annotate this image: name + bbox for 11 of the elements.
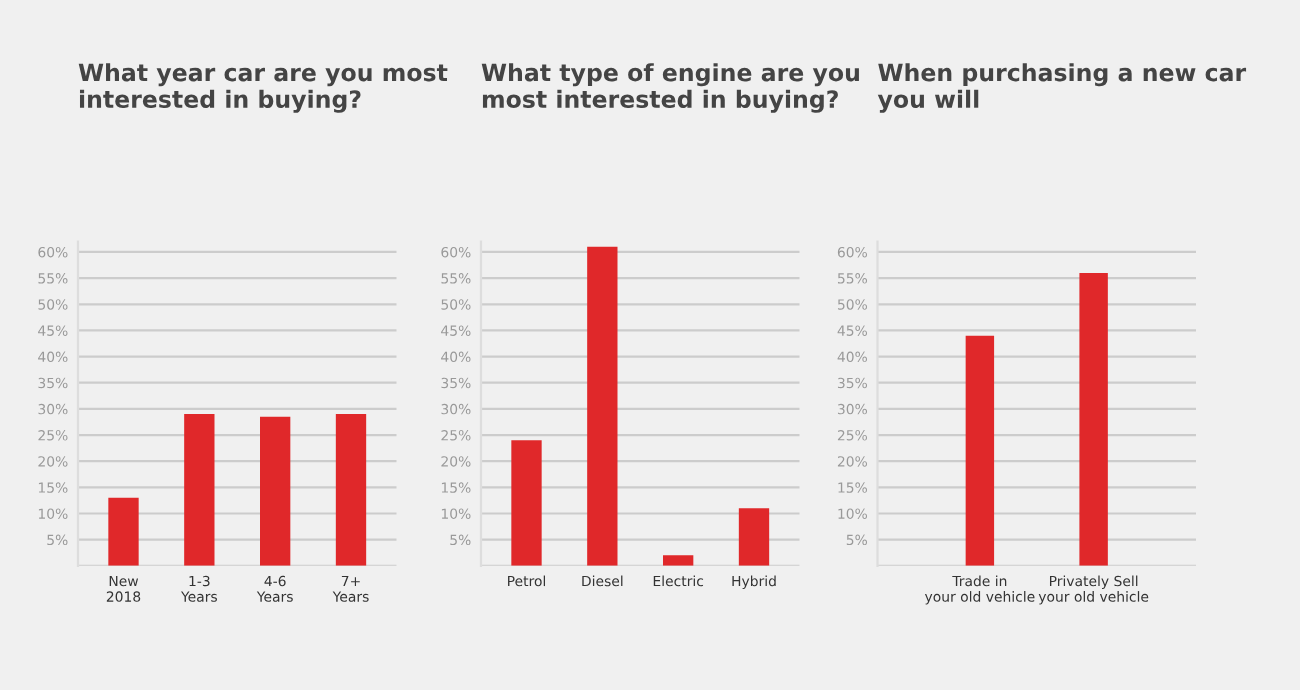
chart-title: When purchasing a new car you will [877, 63, 1247, 113]
bar [511, 440, 542, 566]
bar [260, 416, 291, 566]
bar [184, 414, 215, 566]
chart-title: What type of engine are you most interested in buying? [481, 63, 859, 113]
bar [663, 555, 694, 566]
bar [738, 508, 770, 566]
bar [108, 497, 139, 566]
bar [587, 246, 618, 566]
chart-title: What year car are you most interested in buying? [78, 63, 448, 113]
bar [335, 414, 367, 566]
